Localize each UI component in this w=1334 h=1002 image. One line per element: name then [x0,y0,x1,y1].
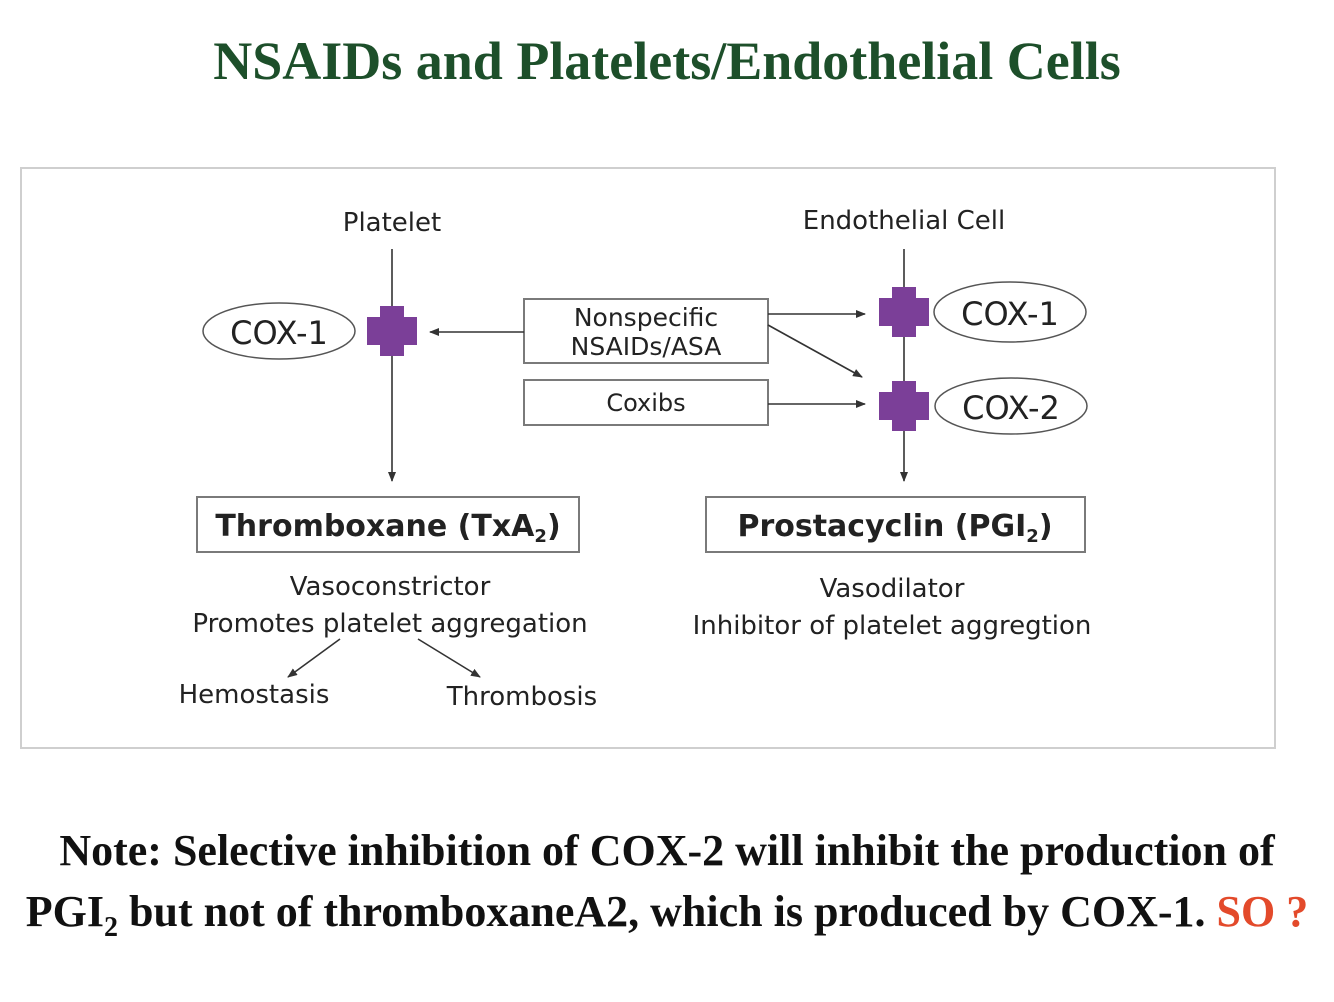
slide-title: NSAIDs and Platelets/Endothelial Cells [213,31,1121,91]
vasodilator-label: Vasodilator [820,574,965,604]
endo-cox1-label: COX-1 [961,295,1059,333]
thromboxane-label: Thromboxane (TxA2) [215,509,560,547]
platelet-cox1-enzyme: COX-1 [202,302,356,360]
vasoconstrictor-label: Vasoconstrictor [290,572,491,602]
note-subscript: 2 [104,911,118,943]
platelet-cox1-inhibition-mark [367,306,417,356]
note-part1: Note: Selective inhibition of COX-2 will… [25,826,1275,936]
nsaids-to-endo-cox2-arrow [767,324,863,378]
to-thrombosis-arrow [417,638,481,678]
prostacyclin-box: Prostacyclin (PGI2) [705,496,1086,553]
diagram-frame: Platelet Endothelial Cell Nonspecific NS… [20,167,1276,749]
endo-cox2-inhibition-mark [879,381,929,431]
thrombosis-label: Thrombosis [446,682,597,712]
coxibs-label: Coxibs [606,389,685,417]
inhibitor-aggregation-label: Inhibitor of platelet aggregtion [693,611,1092,641]
to-hemostasis-arrow [287,638,341,678]
prostacyclin-label: Prostacyclin (PGI2) [737,509,1052,547]
so-question: SO ? [1216,887,1309,936]
platelet-label: Platelet [343,208,441,238]
endo-cox1-enzyme: COX-1 [933,281,1087,343]
endo-cox2-label: COX-2 [962,389,1060,427]
note-part2: but not of thromboxaneA2, which is produ… [118,887,1217,936]
thromboxane-box: Thromboxane (TxA2) [196,496,580,553]
coxibs-box: Coxibs [523,379,769,426]
endothelial-cell-label: Endothelial Cell [803,206,1005,236]
nonspecific-label: Nonspecific [574,303,718,332]
note-text: Note: Selective inhibition of COX-2 will… [20,820,1314,942]
nonspecific-nsaids-box: Nonspecific NSAIDs/ASA [523,298,769,364]
platelet-cox1-label: COX-1 [230,314,328,352]
endo-cox2-enzyme: COX-2 [934,377,1088,435]
hemostasis-label: Hemostasis [179,680,330,710]
promotes-aggregation-label: Promotes platelet aggregation [192,609,587,639]
nsaids-asa-label: NSAIDs/ASA [571,332,722,361]
endo-cox1-inhibition-mark [879,287,929,337]
cox-pathway-diagram: Platelet Endothelial Cell Nonspecific NS… [179,206,1092,712]
